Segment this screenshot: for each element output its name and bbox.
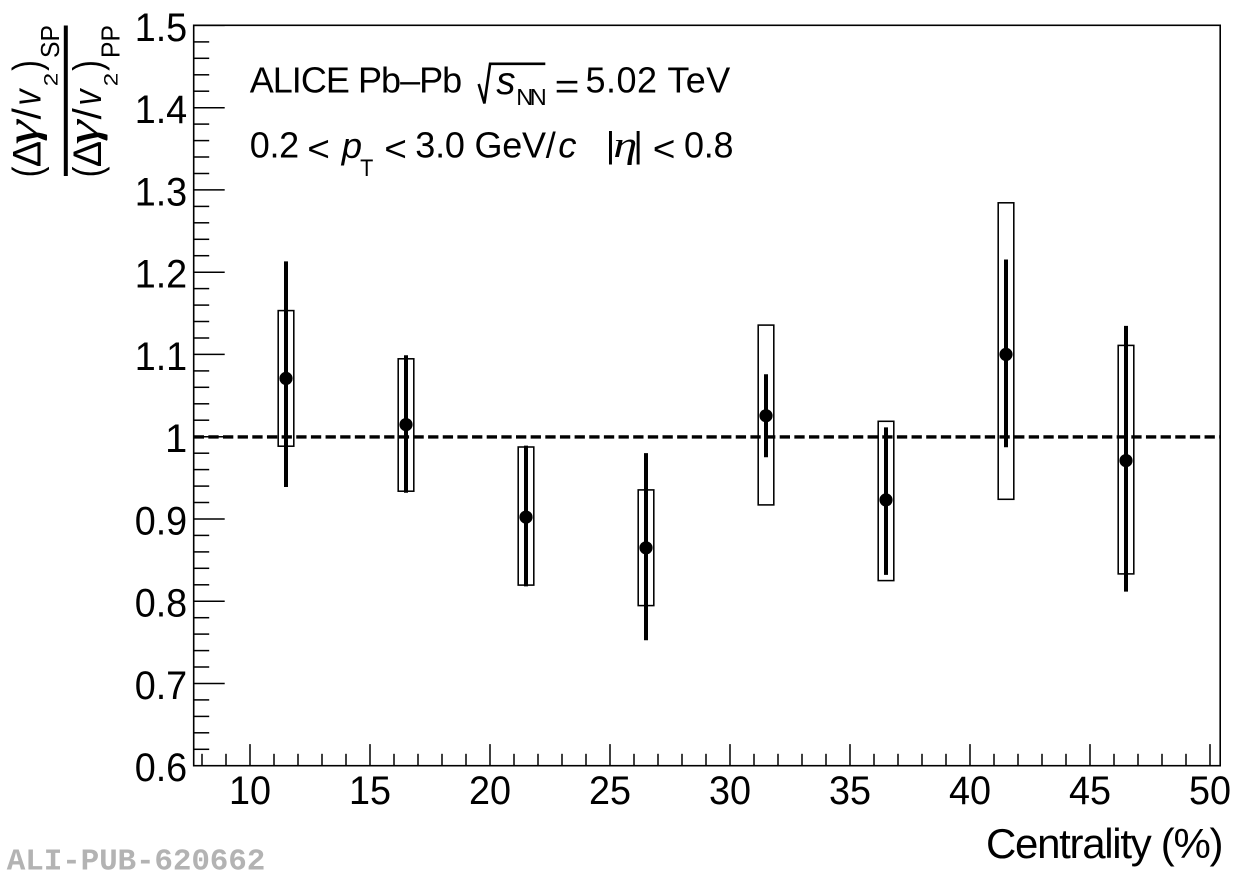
svg-text:<: < — [307, 128, 330, 168]
svg-text:50: 50 — [1189, 769, 1231, 813]
svg-text:Centrality (%): Centrality (%) — [986, 820, 1224, 867]
svg-text:<: < — [384, 128, 407, 168]
svg-text:40: 40 — [949, 769, 991, 813]
svg-text:2: 2 — [40, 73, 62, 86]
svg-text:ALI-PUB-620662: ALI-PUB-620662 — [7, 844, 266, 875]
svg-text:1.4: 1.4 — [135, 88, 188, 132]
svg-text:15: 15 — [349, 769, 391, 813]
svg-text:NN: NN — [516, 84, 547, 110]
svg-text:v: v — [65, 88, 110, 106]
svg-text:5.02 TeV: 5.02 TeV — [586, 60, 731, 101]
svg-text:20: 20 — [469, 769, 511, 813]
svg-text:s: s — [496, 60, 515, 103]
svg-text:ALICE Pb–Pb: ALICE Pb–Pb — [250, 60, 463, 101]
svg-text:1.2: 1.2 — [135, 253, 188, 297]
svg-text:1.3: 1.3 — [135, 170, 188, 214]
svg-text:25: 25 — [589, 769, 631, 813]
svg-text:/: / — [66, 107, 110, 119]
svg-text:Δ: Δ — [66, 141, 110, 167]
svg-text:0.9: 0.9 — [135, 499, 188, 543]
svg-text:<: < — [653, 128, 676, 168]
svg-text:(: ( — [4, 167, 49, 178]
svg-text:p: p — [341, 125, 362, 166]
svg-text:1.1: 1.1 — [135, 335, 188, 379]
svg-text:0.7: 0.7 — [135, 664, 188, 708]
svg-text:0.6: 0.6 — [135, 746, 188, 790]
svg-text:Δ: Δ — [5, 141, 49, 167]
svg-text:γ: γ — [57, 118, 108, 144]
svg-text:|: | — [633, 124, 642, 165]
svg-text:): ) — [4, 60, 49, 71]
svg-text:SP: SP — [36, 25, 65, 58]
svg-text:1: 1 — [165, 417, 187, 461]
svg-text:30: 30 — [709, 769, 751, 813]
svg-text:0.8: 0.8 — [684, 124, 734, 165]
svg-text:|: | — [606, 124, 615, 165]
svg-text:0.2: 0.2 — [250, 124, 300, 165]
svg-text:T: T — [360, 155, 373, 182]
svg-text:=: = — [555, 66, 580, 106]
svg-text:): ) — [65, 60, 110, 71]
svg-text:45: 45 — [1069, 769, 1111, 813]
svg-text:35: 35 — [829, 769, 871, 813]
svg-text:0.8: 0.8 — [135, 582, 188, 626]
svg-text:2: 2 — [100, 73, 122, 86]
svg-text:PP: PP — [97, 25, 126, 58]
svg-text:10: 10 — [229, 769, 271, 813]
svg-text:1.5: 1.5 — [135, 6, 188, 50]
svg-text:γ: γ — [0, 118, 48, 144]
svg-text:(: ( — [65, 167, 110, 178]
svg-text:3.0 GeV/: 3.0 GeV/ — [415, 124, 556, 165]
svg-text:v: v — [4, 88, 49, 106]
svg-text:c: c — [558, 124, 576, 165]
svg-text:/: / — [6, 107, 50, 119]
svg-text:η: η — [613, 125, 637, 165]
